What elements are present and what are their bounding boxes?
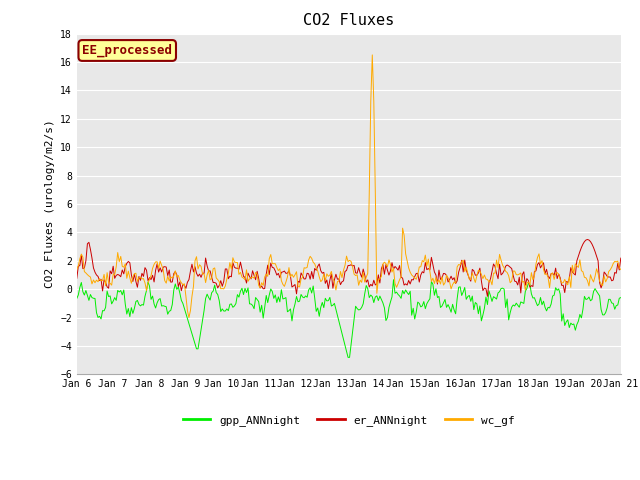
Line: wc_gf: wc_gf — [77, 55, 621, 318]
wc_gf — [255, 282, 262, 288]
gpp_ANNnight — [344, 354, 352, 360]
gpp_ANNnight — [589, 288, 597, 294]
er_ANNnight — [484, 293, 492, 299]
Text: EE_processed: EE_processed — [82, 44, 172, 57]
Title: CO2 Fluxes: CO2 Fluxes — [303, 13, 394, 28]
er_ANNnight — [235, 266, 243, 272]
gpp_ANNnight — [390, 277, 397, 283]
er_ANNnight — [311, 265, 319, 271]
gpp_ANNnight — [253, 297, 261, 302]
Y-axis label: CO2 Fluxes (urology/m2/s): CO2 Fluxes (urology/m2/s) — [45, 120, 54, 288]
gpp_ANNnight — [73, 296, 81, 301]
wc_gf — [73, 267, 81, 273]
er_ANNnight — [584, 237, 591, 242]
wc_gf — [369, 52, 376, 58]
Legend: gpp_ANNnight, er_ANNnight, wc_gf: gpp_ANNnight, er_ANNnight, wc_gf — [178, 410, 520, 430]
gpp_ANNnight — [140, 302, 147, 308]
gpp_ANNnight — [311, 295, 319, 301]
wc_gf — [589, 279, 597, 285]
er_ANNnight — [262, 272, 270, 277]
wc_gf — [312, 265, 320, 271]
er_ANNnight — [73, 276, 81, 281]
er_ANNnight — [253, 268, 261, 274]
gpp_ANNnight — [235, 294, 243, 300]
wc_gf — [264, 274, 271, 279]
Line: er_ANNnight: er_ANNnight — [77, 240, 621, 296]
Line: gpp_ANNnight: gpp_ANNnight — [77, 280, 621, 357]
wc_gf — [140, 276, 147, 281]
er_ANNnight — [617, 255, 625, 261]
er_ANNnight — [589, 245, 597, 251]
gpp_ANNnight — [262, 293, 270, 299]
wc_gf — [617, 266, 625, 272]
wc_gf — [237, 269, 244, 275]
wc_gf — [185, 315, 193, 321]
gpp_ANNnight — [617, 295, 625, 300]
er_ANNnight — [140, 274, 147, 279]
